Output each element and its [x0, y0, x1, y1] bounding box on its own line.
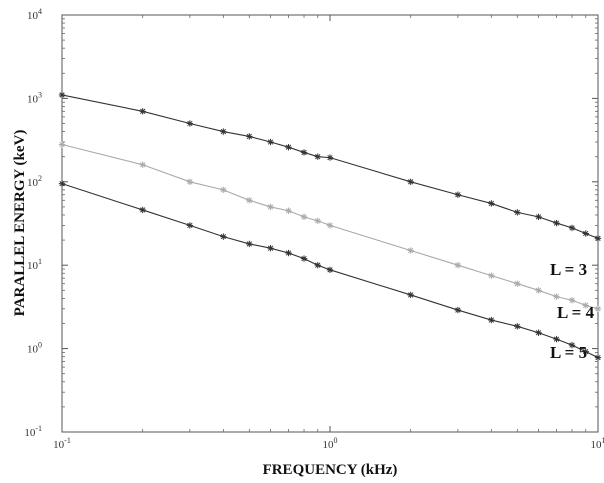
x-tick-label-base: 10	[323, 439, 335, 451]
series-1-marker	[246, 133, 253, 140]
series-label-l4: L = 4	[557, 303, 595, 322]
series-layer	[58, 91, 602, 361]
x-tick-label-exponent: -1	[64, 436, 71, 445]
series-2-marker	[186, 178, 194, 185]
series-3-marker	[186, 222, 194, 229]
y-tick-label: 104	[27, 7, 42, 22]
series-2-marker	[285, 207, 292, 214]
y-tick-label-base: 10	[27, 260, 39, 272]
x-tick-label: 101	[591, 436, 604, 451]
series-1-marker	[267, 138, 274, 146]
series-2-marker	[300, 213, 308, 221]
series-1-marker	[407, 178, 414, 185]
y-axis-title: PARALLEL ENERGY (keV)	[12, 130, 28, 317]
series-3-marker	[553, 335, 560, 343]
series-2-marker	[568, 297, 576, 304]
series-3-marker	[246, 240, 253, 248]
x-tick-label-base: 10	[53, 439, 65, 451]
y-tick-label-base: 10	[27, 344, 39, 356]
series-1-marker	[285, 143, 292, 151]
x-axis-title: FREQUENCY (kHz)	[263, 462, 398, 478]
series-3-marker	[582, 348, 589, 355]
series-2-marker	[58, 141, 66, 148]
series-3-marker	[139, 206, 146, 214]
series-3-marker	[407, 291, 414, 299]
series-3-marker	[285, 249, 292, 257]
series-2-marker	[454, 262, 462, 269]
series-3-marker	[300, 255, 308, 262]
series-1-marker	[58, 91, 66, 99]
y-tick-label-exponent: 1	[38, 257, 42, 266]
series-3-marker	[58, 180, 66, 187]
series-1-marker	[300, 149, 308, 156]
series-3-marker	[488, 316, 495, 324]
y-tick-label: 10-1	[24, 424, 42, 439]
x-tick-label: 100	[323, 436, 338, 451]
series-1-marker	[139, 108, 146, 115]
series-1-marker	[582, 230, 589, 237]
series-2-marker	[594, 305, 602, 313]
series-3-marker	[594, 354, 602, 361]
series-2-marker	[246, 197, 253, 204]
series-1-marker	[488, 200, 495, 207]
series-2-marker	[267, 203, 274, 211]
y-tick-label: 100	[27, 341, 42, 356]
series-3-marker	[220, 233, 227, 240]
series-3-marker	[326, 266, 334, 274]
series-2-marker	[139, 161, 146, 168]
series-2-marker	[326, 222, 334, 229]
series-3-marker	[314, 262, 321, 269]
y-tick-label: 101	[27, 257, 42, 272]
y-tick-label-base: 10	[27, 93, 39, 105]
y-tick-label: 103	[27, 90, 42, 105]
series-1-marker	[553, 219, 560, 227]
series-1-marker	[186, 120, 194, 127]
series-1-marker	[594, 235, 602, 242]
series-2-marker	[582, 302, 589, 309]
series-2-marker	[535, 287, 542, 294]
y-tick-label-base: 10	[27, 10, 39, 22]
y-tick-label-exponent: 0	[38, 341, 42, 350]
series-label-l5: L = 5	[550, 343, 587, 362]
y-tick-label-exponent: 3	[38, 90, 42, 99]
y-tick-label-exponent: 4	[38, 7, 42, 16]
series-1-marker	[220, 128, 227, 135]
y-tick-label-exponent: -1	[35, 424, 42, 433]
series-3-marker	[568, 341, 576, 349]
y-tick-label: 102	[27, 174, 42, 189]
x-tick-label: 10-1	[53, 436, 71, 451]
series-2-marker	[220, 186, 227, 194]
series-1-marker	[454, 191, 462, 198]
series-3-marker	[535, 329, 542, 336]
series-2-marker	[407, 247, 414, 254]
series-1-marker	[568, 224, 576, 232]
series-1-marker	[514, 209, 521, 216]
series-label-l3: L = 3	[550, 260, 587, 279]
x-axis-ticks: 10-1 100 101	[53, 15, 604, 451]
series-3-marker	[454, 306, 462, 314]
y-tick-label-exponent: 2	[38, 174, 42, 183]
series-2-marker	[553, 293, 560, 300]
series-2-marker	[514, 280, 521, 287]
series-3-marker	[267, 244, 274, 252]
series-1-marker	[535, 213, 542, 221]
series-1-marker	[326, 154, 334, 161]
series-2-marker	[314, 217, 321, 225]
x-tick-label-exponent: 0	[334, 436, 338, 445]
y-tick-label-base: 10	[27, 177, 39, 189]
y-tick-label-base: 10	[24, 427, 36, 439]
series-2-marker	[488, 272, 495, 279]
series-1-marker	[314, 153, 321, 160]
x-tick-label-base: 10	[591, 439, 603, 451]
series-3-marker	[514, 323, 521, 330]
x-tick-label-exponent: 1	[602, 436, 604, 445]
